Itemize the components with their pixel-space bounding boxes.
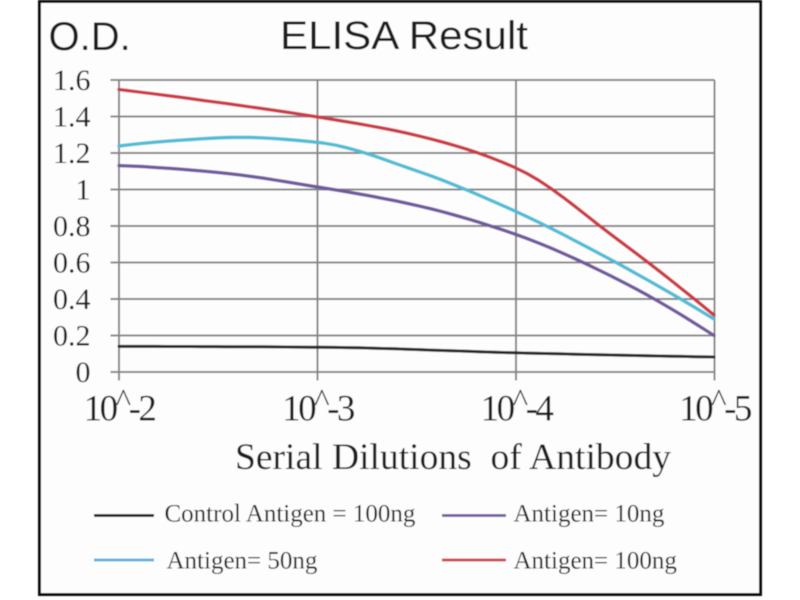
svg-text:0: 0 [76, 356, 91, 389]
svg-text:1.4: 1.4 [53, 101, 91, 134]
svg-text:1.6: 1.6 [53, 64, 91, 97]
svg-text:0.8: 0.8 [53, 210, 91, 243]
svg-text:Antigen= 100ng: Antigen= 100ng [514, 548, 678, 575]
svg-text:1.2: 1.2 [53, 137, 91, 170]
svg-text:Serial Dilutions of Antibody: Serial Dilutions of Antibody [235, 437, 671, 478]
svg-text:Antigen= 50ng: Antigen= 50ng [167, 548, 318, 575]
svg-text:0.4: 0.4 [53, 283, 91, 316]
svg-text:0.6: 0.6 [53, 247, 91, 280]
svg-text:0.2: 0.2 [53, 320, 91, 353]
svg-text:Antigen= 10ng: Antigen= 10ng [514, 501, 665, 528]
svg-text:10^-3: 10^-3 [282, 384, 355, 430]
svg-text:10^-2: 10^-2 [84, 384, 156, 430]
svg-text:1: 1 [76, 174, 91, 207]
svg-text:O.D.: O.D. [49, 15, 131, 59]
svg-text:ELISA Result: ELISA Result [280, 14, 528, 58]
svg-text:Control Antigen = 100ng: Control Antigen = 100ng [165, 501, 416, 528]
